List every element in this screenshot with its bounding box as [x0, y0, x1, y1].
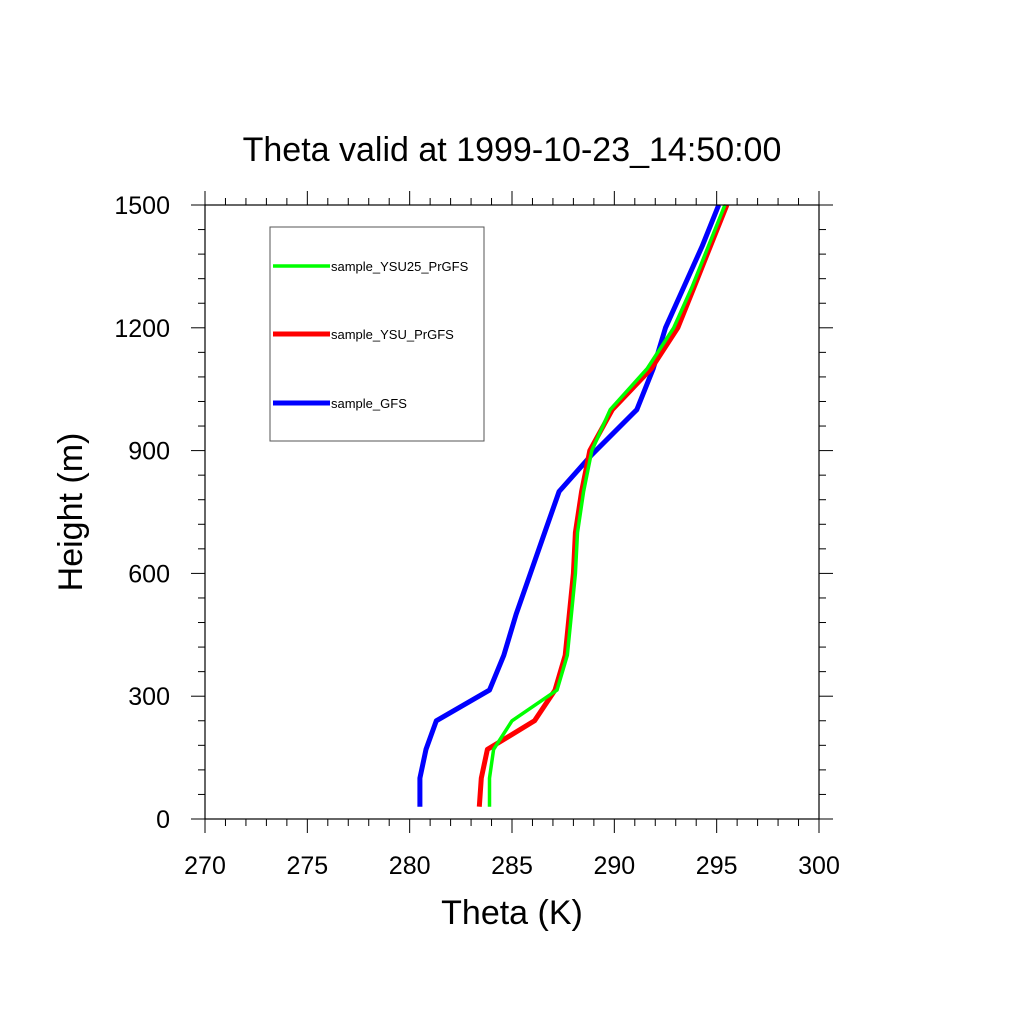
- x-tick-label: 270: [184, 852, 226, 880]
- series-line-sample_YSU25_PrGFS: [487, 204, 727, 807]
- x-axis-tick-labels: 270 275 280 285 290 295 300: [184, 852, 840, 880]
- x-tick-label: 290: [593, 852, 635, 880]
- y-tick-label: 600: [128, 560, 170, 588]
- x-tick-label: 300: [798, 852, 840, 880]
- legend-items: sample_YSU25_PrGFS sample_YSU_PrGFSsample…: [273, 259, 469, 411]
- x-tick-label: 285: [491, 852, 533, 880]
- series-lines: [417, 204, 730, 807]
- legend-label: sample_YSU_PrGFS: [331, 327, 454, 342]
- y-axis-label: Height (m): [52, 433, 90, 592]
- x-tick-label: 280: [389, 852, 431, 880]
- axis-ticks: [191, 191, 833, 833]
- y-tick-label: 0: [156, 806, 170, 834]
- x-axis-label: Theta (K): [441, 894, 583, 932]
- chart-title: Theta valid at 1999-10-23_14:50:00: [243, 131, 782, 169]
- series-line-sample_GFS: [417, 204, 722, 807]
- x-tick-label: 295: [696, 852, 738, 880]
- series-line-sample_YSU_PrGFS: [476, 204, 730, 807]
- y-tick-label: 1200: [114, 315, 170, 343]
- y-tick-label: 900: [128, 438, 170, 466]
- legend: sample_YSU25_PrGFS sample_YSU_PrGFSsample…: [269, 226, 485, 442]
- legend-label: sample_YSU25_PrGFS: [331, 259, 469, 274]
- y-axis-tick-labels: 0 300 600 900 1200 1500: [114, 192, 170, 834]
- x-tick-label: 275: [286, 852, 328, 880]
- legend-label: sample_GFS: [331, 396, 407, 411]
- y-tick-label: 1500: [114, 192, 170, 220]
- plot-frame: [204, 204, 820, 820]
- y-tick-label: 300: [128, 683, 170, 711]
